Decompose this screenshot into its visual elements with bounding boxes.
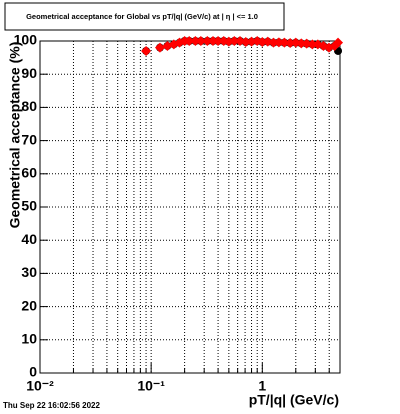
data-point — [240, 36, 251, 47]
x-axis-label: pT/|q| (GeV/c) — [249, 392, 339, 408]
y-tick-label: 80 — [21, 98, 37, 114]
data-point — [154, 42, 165, 53]
y-tick-label: 60 — [21, 165, 37, 181]
y-tick-label: 100 — [14, 32, 38, 48]
data-point — [141, 45, 152, 56]
data-point — [229, 36, 240, 46]
x-tick-label: 10⁻² — [26, 378, 54, 394]
data-point — [202, 36, 213, 46]
title-box — [4, 2, 285, 31]
y-axis-label: Geometrical acceptance (%) — [7, 42, 23, 229]
y-tick-label: 70 — [21, 131, 37, 147]
data-point — [279, 37, 290, 48]
y-tick-label: 10 — [21, 331, 37, 347]
y-tick-label: 90 — [21, 65, 37, 81]
data-point — [190, 36, 201, 46]
y-tick-label: 20 — [21, 297, 37, 313]
data-point — [213, 36, 224, 46]
data-point — [333, 37, 344, 48]
data-point — [307, 39, 318, 50]
data-point — [257, 36, 268, 47]
x-tick-label: 10⁻¹ — [137, 378, 165, 394]
data-point — [184, 36, 195, 46]
x-tick-label: 1 — [258, 378, 266, 394]
data-point — [296, 38, 307, 49]
data-point — [285, 37, 296, 48]
y-tick-label: 0 — [29, 364, 37, 380]
data-point — [268, 37, 279, 48]
data-point — [246, 36, 257, 47]
data-point — [273, 37, 284, 48]
y-tick-label: 30 — [21, 264, 37, 280]
footer: Thu Sep 22 16:02:56 2022 — [3, 401, 100, 410]
chart-title: Geometrical acceptance for Global vs pT/… — [26, 12, 258, 21]
y-tick-label: 50 — [21, 198, 37, 214]
data-point — [195, 36, 206, 46]
y-tick-label: 40 — [21, 231, 37, 247]
data-point — [207, 36, 218, 46]
